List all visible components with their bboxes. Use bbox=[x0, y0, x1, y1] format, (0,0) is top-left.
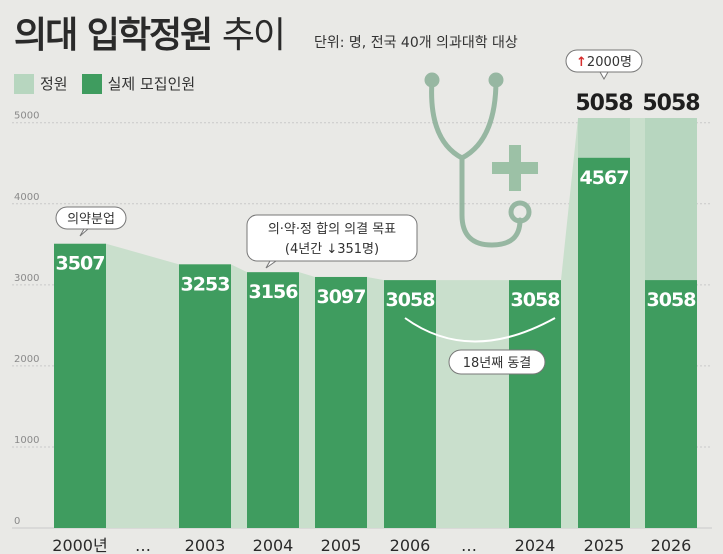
chart-title: 의대 입학정원 추이 bbox=[14, 6, 286, 58]
legend-item-actual: 실제 모집인원 bbox=[81, 73, 196, 94]
x-tick-label: 2000년 bbox=[52, 536, 107, 554]
x-tick-label: 2003 bbox=[185, 536, 226, 554]
y-tick-label: 1000 bbox=[14, 435, 39, 446]
bar-actual bbox=[315, 276, 367, 528]
title-light: 추이 bbox=[221, 15, 286, 56]
x-tick-label: … bbox=[461, 536, 477, 554]
y-tick-label: 5000 bbox=[14, 111, 39, 122]
stethoscope-chestpiece bbox=[508, 200, 532, 224]
annotation-first: 의약분업 bbox=[67, 212, 115, 227]
x-tick-label: 2005 bbox=[321, 536, 362, 554]
legend-swatch-quota bbox=[14, 73, 34, 94]
callout-pointer bbox=[79, 228, 90, 237]
stethoscope-earpiece bbox=[424, 72, 440, 88]
legend-item-quota: 정원 bbox=[14, 73, 68, 94]
x-tick-label: 2025 bbox=[584, 536, 625, 554]
cross-icon bbox=[492, 162, 538, 174]
bar-value-label: 3156 bbox=[249, 281, 299, 303]
callout-pointer bbox=[265, 260, 278, 269]
callout-pointer bbox=[599, 71, 609, 81]
x-tick-label: … bbox=[135, 536, 151, 554]
legend-label-quota: 정원 bbox=[40, 75, 68, 93]
x-tick-label: 2004 bbox=[253, 536, 294, 554]
stethoscope-earpiece bbox=[488, 72, 504, 88]
bar-value-label: 3058 bbox=[511, 289, 561, 311]
stethoscope-tube bbox=[459, 155, 523, 248]
annotation-freeze: 18년째 동결 bbox=[463, 356, 532, 371]
bar-actual bbox=[179, 264, 231, 528]
bar-value-label: 3058 bbox=[647, 289, 697, 311]
bar-top-label: 5058 bbox=[642, 91, 699, 116]
callout-box bbox=[448, 349, 546, 375]
legend-label-actual: 실제 모집인원 bbox=[107, 75, 196, 93]
title-bold: 의대 입학정원 bbox=[14, 15, 213, 56]
bar-actual bbox=[509, 280, 561, 528]
bar-top-label: 5058 bbox=[575, 91, 632, 116]
x-tick-label: 2026 bbox=[651, 536, 692, 554]
annotation-agreement-line1: 의·약·정 합의 의결 목표 bbox=[268, 222, 396, 237]
quota-trend-area bbox=[106, 118, 645, 528]
y-tick-label: 3000 bbox=[14, 273, 39, 284]
bar-value-label: 3507 bbox=[56, 253, 105, 275]
bar-value-label: 3097 bbox=[317, 286, 366, 308]
unit-note: 단위: 명, 전국 40개 의과대학 대상 bbox=[314, 35, 518, 51]
y-tick-label: 4000 bbox=[14, 192, 39, 203]
stethoscope-tube bbox=[429, 77, 499, 161]
callout-box bbox=[55, 206, 127, 230]
bar-actual bbox=[384, 280, 436, 528]
bar-value-label: 4567 bbox=[580, 167, 629, 189]
freeze-arc bbox=[404, 317, 556, 343]
bar-value-label: 3253 bbox=[181, 273, 230, 295]
y-tick-label: 2000 bbox=[14, 354, 39, 365]
bar-value-label: 3058 bbox=[386, 289, 436, 311]
y-tick-label: 0 bbox=[14, 516, 20, 527]
bar-actual bbox=[247, 272, 299, 528]
x-tick-label: 2006 bbox=[390, 536, 431, 554]
x-tick-label: 2024 bbox=[515, 536, 556, 554]
bar-actual bbox=[645, 280, 697, 528]
legend: 정원 실제 모집인원 bbox=[14, 73, 209, 94]
bar-actual bbox=[54, 243, 106, 528]
callout-box bbox=[246, 214, 418, 262]
legend-swatch-actual bbox=[81, 73, 102, 94]
bar-actual bbox=[578, 157, 630, 528]
annotation-increase: ↑2000명 bbox=[576, 55, 632, 70]
stethoscope-icon bbox=[424, 72, 532, 248]
annotation-agreement-line2: (4년간 ↓351명) bbox=[285, 242, 379, 257]
